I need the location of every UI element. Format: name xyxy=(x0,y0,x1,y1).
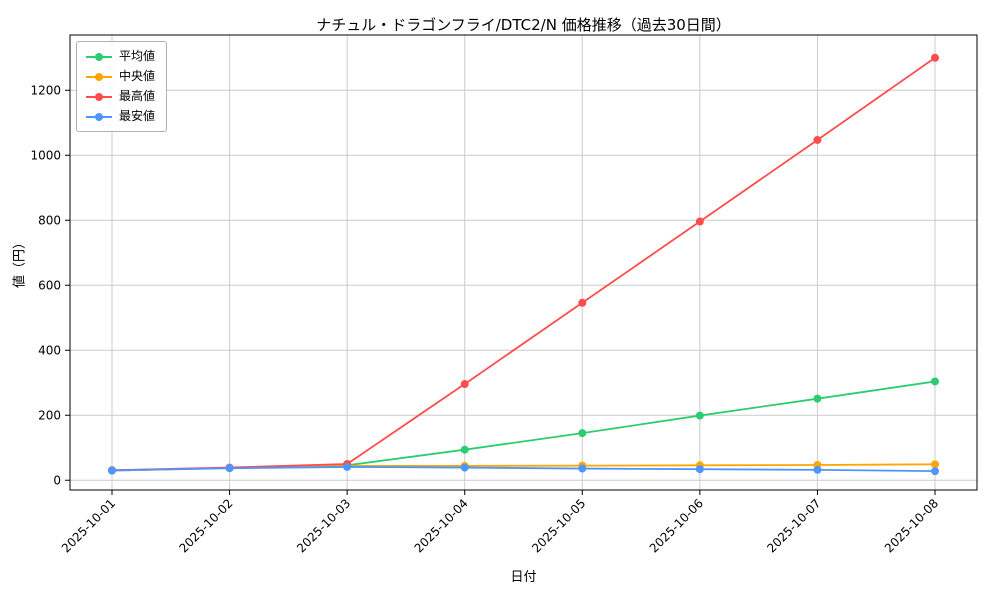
series-average-marker xyxy=(931,377,939,386)
svg-text:1000: 1000 xyxy=(30,148,61,162)
series-average-marker xyxy=(460,445,469,454)
legend-marker-median-icon xyxy=(86,72,112,82)
svg-text:2025-10-03: 2025-10-03 xyxy=(294,496,353,555)
series-min-line xyxy=(111,466,936,473)
series-min-marker xyxy=(225,464,234,473)
legend-marker-max-icon xyxy=(86,92,112,102)
series-max-marker xyxy=(460,380,469,389)
legend-label-min: 最安値 xyxy=(119,109,156,123)
series-min-marker xyxy=(813,465,822,474)
legend-item-median: 中央値 xyxy=(86,69,155,84)
series-max-line xyxy=(111,57,936,472)
series-average-marker xyxy=(813,394,822,403)
y-tick-labels: 0 200 400 600 800 1000 1200 xyxy=(30,83,70,487)
series-max-marker xyxy=(695,217,704,226)
series-min-marker xyxy=(343,462,352,471)
chart-legend: 平均値中央値最高値最安値 xyxy=(76,41,168,132)
series-median-marker xyxy=(931,460,939,469)
svg-text:400: 400 xyxy=(38,343,61,357)
legend-marker-average-icon xyxy=(86,52,112,62)
svg-text:2025-10-02: 2025-10-02 xyxy=(176,496,235,555)
x-axis-label: 日付 xyxy=(510,570,537,585)
svg-text:2025-10-08: 2025-10-08 xyxy=(882,496,941,555)
svg-text:1200: 1200 xyxy=(30,83,61,97)
x-tick-labels: 2025-10-01 2025-10-02 2025-10-03 2025-10-04… xyxy=(59,490,941,555)
legend-marker-min-icon xyxy=(86,112,112,122)
series-average xyxy=(108,377,939,475)
svg-text:2025-10-01: 2025-10-01 xyxy=(59,496,118,555)
svg-text:2025-10-05: 2025-10-05 xyxy=(529,496,588,555)
svg-text:0: 0 xyxy=(53,473,61,487)
series-min-marker xyxy=(578,464,587,473)
axis-frame xyxy=(69,34,978,491)
legend-item-min: 最安値 xyxy=(86,109,155,124)
svg-text:2025-10-07: 2025-10-07 xyxy=(764,496,823,555)
series-max-marker xyxy=(813,135,822,144)
series-min-marker xyxy=(931,467,939,476)
chart-title: ナチュル・ドラゴンフライ/DTC2/N 価格推移（過去30日間） xyxy=(316,16,731,34)
series-min-marker xyxy=(460,463,469,472)
series-average-line xyxy=(111,380,936,472)
legend-label-median: 中央値 xyxy=(119,69,156,83)
legend-item-average: 平均値 xyxy=(86,49,155,64)
grid-lines xyxy=(70,35,977,490)
svg-text:600: 600 xyxy=(38,278,61,292)
series-min-marker xyxy=(108,466,116,475)
svg-text:200: 200 xyxy=(38,408,61,422)
legend-label-max: 最高値 xyxy=(119,89,156,103)
series-min-marker xyxy=(695,465,704,474)
svg-text:2025-10-06: 2025-10-06 xyxy=(647,496,706,555)
svg-text:2025-10-04: 2025-10-04 xyxy=(412,496,471,555)
legend-item-max: 最高値 xyxy=(86,89,155,104)
legend-label-average: 平均値 xyxy=(119,49,156,63)
svg-text:800: 800 xyxy=(38,213,61,227)
series-max-marker xyxy=(578,298,587,307)
series-average-marker xyxy=(578,429,587,438)
series-min xyxy=(108,462,939,476)
y-axis-label: 値（円） xyxy=(12,235,28,289)
series-max-marker xyxy=(931,53,939,62)
series-average-marker xyxy=(695,411,704,420)
series-max xyxy=(108,53,939,475)
